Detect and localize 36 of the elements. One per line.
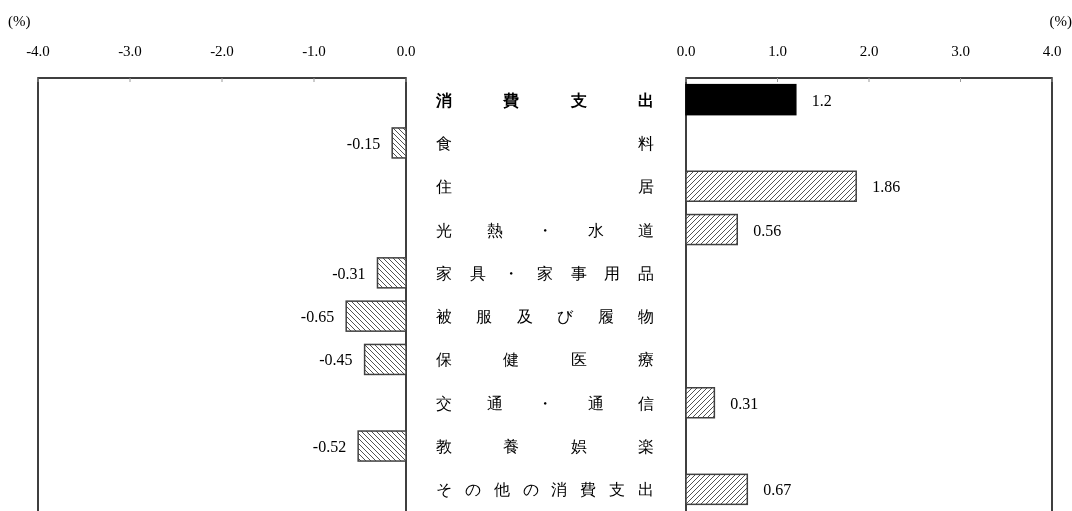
data-label: 1.2 <box>811 91 832 109</box>
data-label: -0.15 <box>346 134 381 152</box>
x-tick-label: 0.0 <box>676 43 696 59</box>
y-tick-label: 被服及び履物 <box>436 308 654 326</box>
y-tick-label: 光熱・水道 <box>436 221 654 239</box>
data-label: 0.67 <box>763 481 792 499</box>
bar <box>685 387 716 419</box>
x-axis-title: (%) <box>1049 13 1072 30</box>
x-tick-label: -1.0 <box>302 43 326 59</box>
data-label: -0.45 <box>319 351 353 369</box>
y-tick-label: 家具・家事用品 <box>436 264 654 282</box>
data-label: 0.56 <box>753 221 782 239</box>
x-tick-label: 1.0 <box>768 43 787 59</box>
x-tick-label: 3.0 <box>951 43 970 59</box>
y-tick-label: 住居 <box>435 178 654 196</box>
y-tick-label: その他の消費支出 <box>436 481 654 499</box>
x-tick-label: 0.0 <box>396 43 416 59</box>
x-tick-label: -2.0 <box>210 43 234 59</box>
y-tick-label: 消費支出 <box>435 91 654 109</box>
x-axis-title: (%) <box>8 13 31 30</box>
data-label: -0.31 <box>332 264 366 282</box>
y-tick-label: 保健医療 <box>436 351 654 369</box>
bar <box>685 170 857 202</box>
x-tick-label: 4.0 <box>1042 43 1062 59</box>
x-tick-label: -4.0 <box>26 43 50 59</box>
y-tick-label: 交通・通信 <box>436 394 654 412</box>
x-tick-label: -3.0 <box>118 43 142 59</box>
data-label: -0.52 <box>312 438 347 456</box>
bar <box>685 473 749 506</box>
y-tick-label: 食料 <box>436 134 654 152</box>
data-label: 1.86 <box>872 178 901 196</box>
data-label: -0.65 <box>300 308 335 326</box>
data-label: 0.31 <box>730 394 759 412</box>
bar <box>685 213 738 246</box>
x-tick-label: 2.0 <box>859 43 879 59</box>
y-tick-label: 教養娯楽 <box>436 438 654 456</box>
